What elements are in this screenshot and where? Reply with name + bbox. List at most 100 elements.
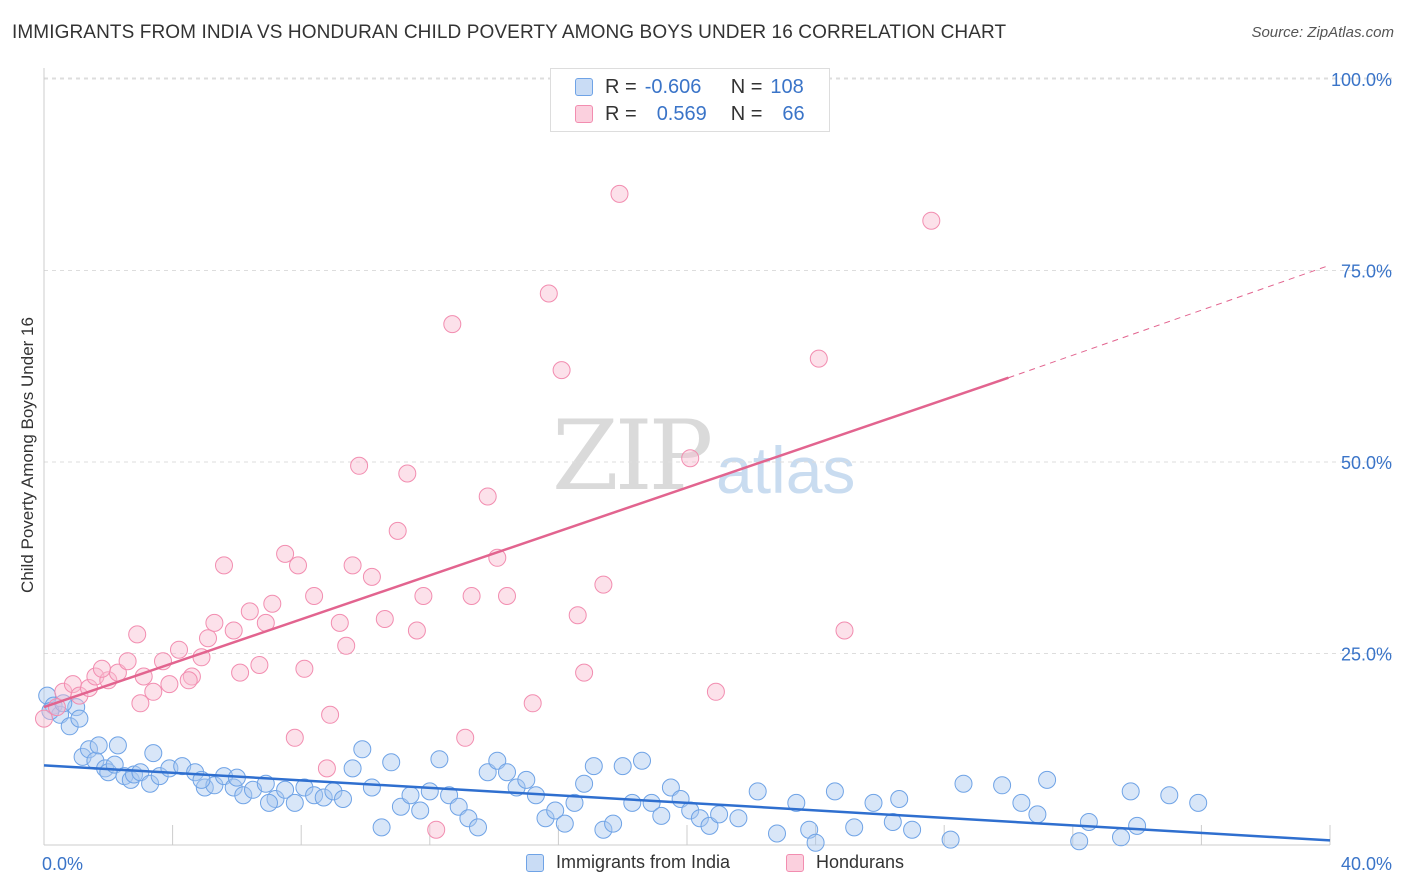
y-tick-label: 100.0% [1331,70,1392,90]
data-point [321,705,340,724]
data-point [478,763,497,782]
data-point [305,587,324,605]
data-point [317,759,336,778]
data-point [729,809,748,828]
legend-swatch-india [526,853,544,872]
data-point [350,456,369,475]
data-point [391,797,410,816]
data-point [883,813,902,831]
data-point [285,728,304,747]
data-point [375,610,394,628]
data-point [427,820,446,839]
data-point [498,763,516,782]
data-point [276,544,295,563]
correlation-legend: R = -0.606 N = 108 R = 0.569 N = 66 [550,68,830,132]
data-point [478,487,497,506]
data-point [456,728,475,747]
data-point [440,786,459,805]
data-point [314,788,333,807]
series-legend: Immigrants from India Hondurans [0,852,1406,876]
data-point [462,587,481,605]
data-point [108,736,127,755]
data-point [224,621,243,640]
y-tick-label: 50.0% [1341,453,1392,473]
data-point [295,778,314,797]
legend-label-india: Immigrants from India [556,852,731,872]
data-point [343,556,362,575]
data-point [604,814,623,833]
data-point [144,744,163,763]
data-point [517,770,536,789]
tick-labels: 25.0% 50.0% 75.0% 100.0% 0.0% 40.0% [42,70,1392,874]
data-point [285,793,304,812]
data-point [289,556,307,575]
data-point [186,763,205,782]
data-point [144,682,163,701]
data-point [231,663,250,682]
data-point [382,753,401,772]
data-point [295,659,314,678]
data-point [60,717,79,736]
data-point [661,778,680,797]
data-point [407,621,426,640]
data-point [1038,770,1057,789]
data-point [552,361,571,380]
legend-item-honduran: Hondurans [786,852,904,873]
y-tick-label: 25.0% [1341,645,1392,665]
data-point [179,671,198,690]
data-point [1160,786,1179,805]
data-point [401,786,420,805]
data-point [1128,816,1147,835]
data-point [330,613,349,632]
legend-n-label: N = [730,102,763,125]
data-point [890,790,909,808]
source-label: Source: ZipAtlas.com [1251,24,1394,41]
data-point [594,820,613,839]
data-point [941,830,960,849]
data-point [993,776,1012,795]
data-point [642,793,661,812]
data-point [92,659,111,678]
data-point [118,652,137,671]
trend-lines [43,264,1331,842]
data-point [420,782,439,801]
axes [43,68,1331,846]
data-point [70,709,89,728]
data-point [469,818,487,837]
data-point [633,751,651,770]
data-point [1112,828,1130,847]
data-point [710,805,729,824]
data-point [128,625,147,644]
data-point [568,606,587,625]
data-point [546,801,565,820]
data-point [539,284,558,303]
data-point [35,709,53,728]
data-point [690,809,709,828]
data-point [131,694,150,713]
data-point [498,587,516,605]
data-point [903,820,922,839]
data-point [234,786,253,805]
data-point [215,556,233,575]
data-point [362,567,381,586]
data-point [1189,793,1208,812]
data-point [250,656,269,674]
data-point [1070,832,1089,851]
data-point [89,736,108,755]
data-point [334,790,352,808]
data-point [787,793,806,812]
data-point [362,778,381,797]
legend-r-label: R = [605,102,637,125]
data-point [372,818,391,837]
honduran-trend-extension [1008,264,1331,379]
legend-n-value: 66 [782,102,805,125]
data-point [488,751,507,770]
legend-r-label: R = [605,75,637,98]
data-point [681,449,700,468]
data-point [276,780,295,799]
data-point [575,663,594,682]
data-point [565,793,584,812]
data-point [411,801,430,820]
legend-n-label: N = [730,75,763,98]
